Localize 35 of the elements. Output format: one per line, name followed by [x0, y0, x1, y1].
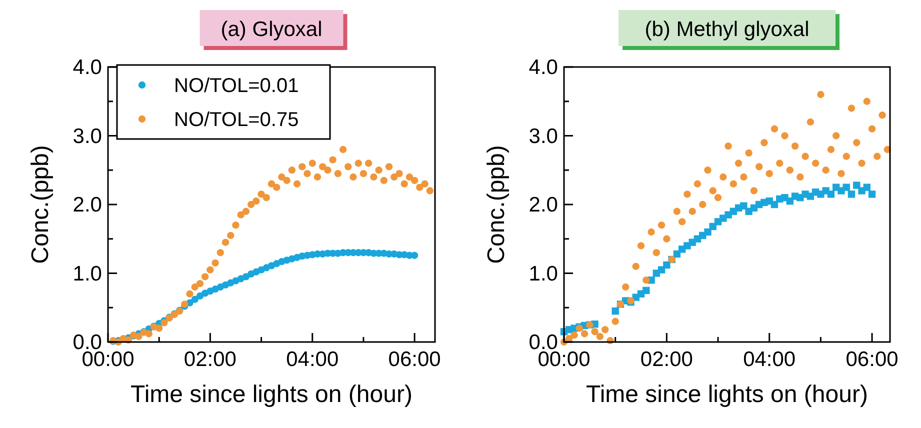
y-tick-label: 1.0: [72, 262, 102, 286]
point: [658, 266, 666, 274]
point: [191, 296, 198, 303]
y-tick-label: 3.0: [72, 124, 102, 148]
x-tick-label: 06:00: [846, 348, 898, 371]
x-tick-label: 02:00: [184, 348, 236, 371]
x-tick-label: 04:00: [743, 348, 796, 371]
y-tick-label: 2.0: [528, 194, 558, 216]
x-axis-title: Time since lights on (hour): [130, 381, 412, 408]
y-tick-label: 3.0: [528, 124, 558, 148]
point: [853, 182, 860, 189]
y-tick-label: 1.0: [528, 262, 558, 286]
point: [663, 261, 670, 269]
point: [842, 184, 850, 191]
x-tick-label: 02:00: [640, 348, 693, 371]
y-axis-title: Conc.(ppb): [483, 145, 510, 264]
point: [868, 190, 876, 198]
y-tick-label: 2.0: [72, 194, 102, 216]
point: [740, 202, 748, 210]
x-tick-label: 04:00: [286, 348, 339, 371]
legend-label: NO/TOL=0.75: [174, 109, 299, 131]
y-tick-label: 4.0: [528, 56, 558, 79]
y-axis-title: Conc.(ppb): [27, 145, 54, 264]
chart-title: (b) Methyl glyoxal: [644, 18, 810, 41]
point: [827, 190, 835, 198]
x-tick-label: 06:00: [388, 348, 441, 371]
point: [863, 184, 870, 191]
point: [704, 228, 712, 236]
x-axis-title: Time since lights on (hour): [586, 381, 868, 408]
y-tick-label: 4.0: [72, 56, 102, 79]
chart-title: (a) Glyoxal: [220, 18, 322, 41]
point: [642, 286, 650, 294]
point: [848, 190, 856, 198]
point: [612, 307, 619, 315]
legend-label: NO/TOL=0.01: [174, 75, 299, 97]
